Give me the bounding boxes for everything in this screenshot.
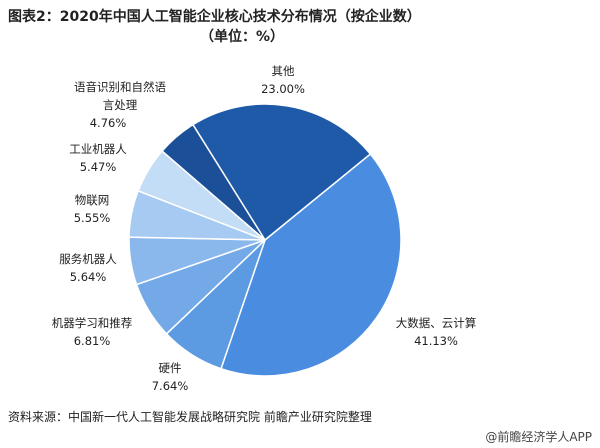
- value-label: 5.64%: [69, 270, 107, 284]
- pie-slice: [161, 123, 266, 241]
- value-label: 5.55%: [73, 211, 111, 225]
- credit: @前瞻经济学人APP: [485, 430, 592, 444]
- category-label: 服务机器人: [59, 252, 117, 266]
- category-label: 语音识别和自然语言处理: [74, 80, 166, 112]
- category-label: 硬件: [158, 361, 182, 375]
- category-label: 大数据、云计算: [395, 316, 477, 330]
- value-label: 5.47%: [79, 160, 117, 174]
- category-label: 机器学习和推荐: [51, 316, 133, 330]
- value-label: 41.13%: [414, 334, 458, 348]
- pie-slice: [191, 103, 372, 242]
- pie-slice: [220, 152, 402, 377]
- category-label: 物联网: [74, 193, 110, 207]
- chart-subtitle: （单位：%）: [200, 29, 285, 45]
- source-note: 资料来源：中国新一代人工智能发展战略研究院 前瞻产业研究院整理: [8, 410, 372, 424]
- value-label: 7.64%: [151, 379, 189, 393]
- value-label: 6.81%: [73, 334, 111, 348]
- category-label: 其他: [271, 64, 295, 78]
- value-label: 4.76%: [89, 116, 127, 130]
- value-label: 23.00%: [261, 82, 305, 96]
- chart-title: 图表2：2020年中国人工智能企业核心技术分布情况（按企业数）: [8, 9, 421, 25]
- category-label: 工业机器人: [69, 142, 127, 156]
